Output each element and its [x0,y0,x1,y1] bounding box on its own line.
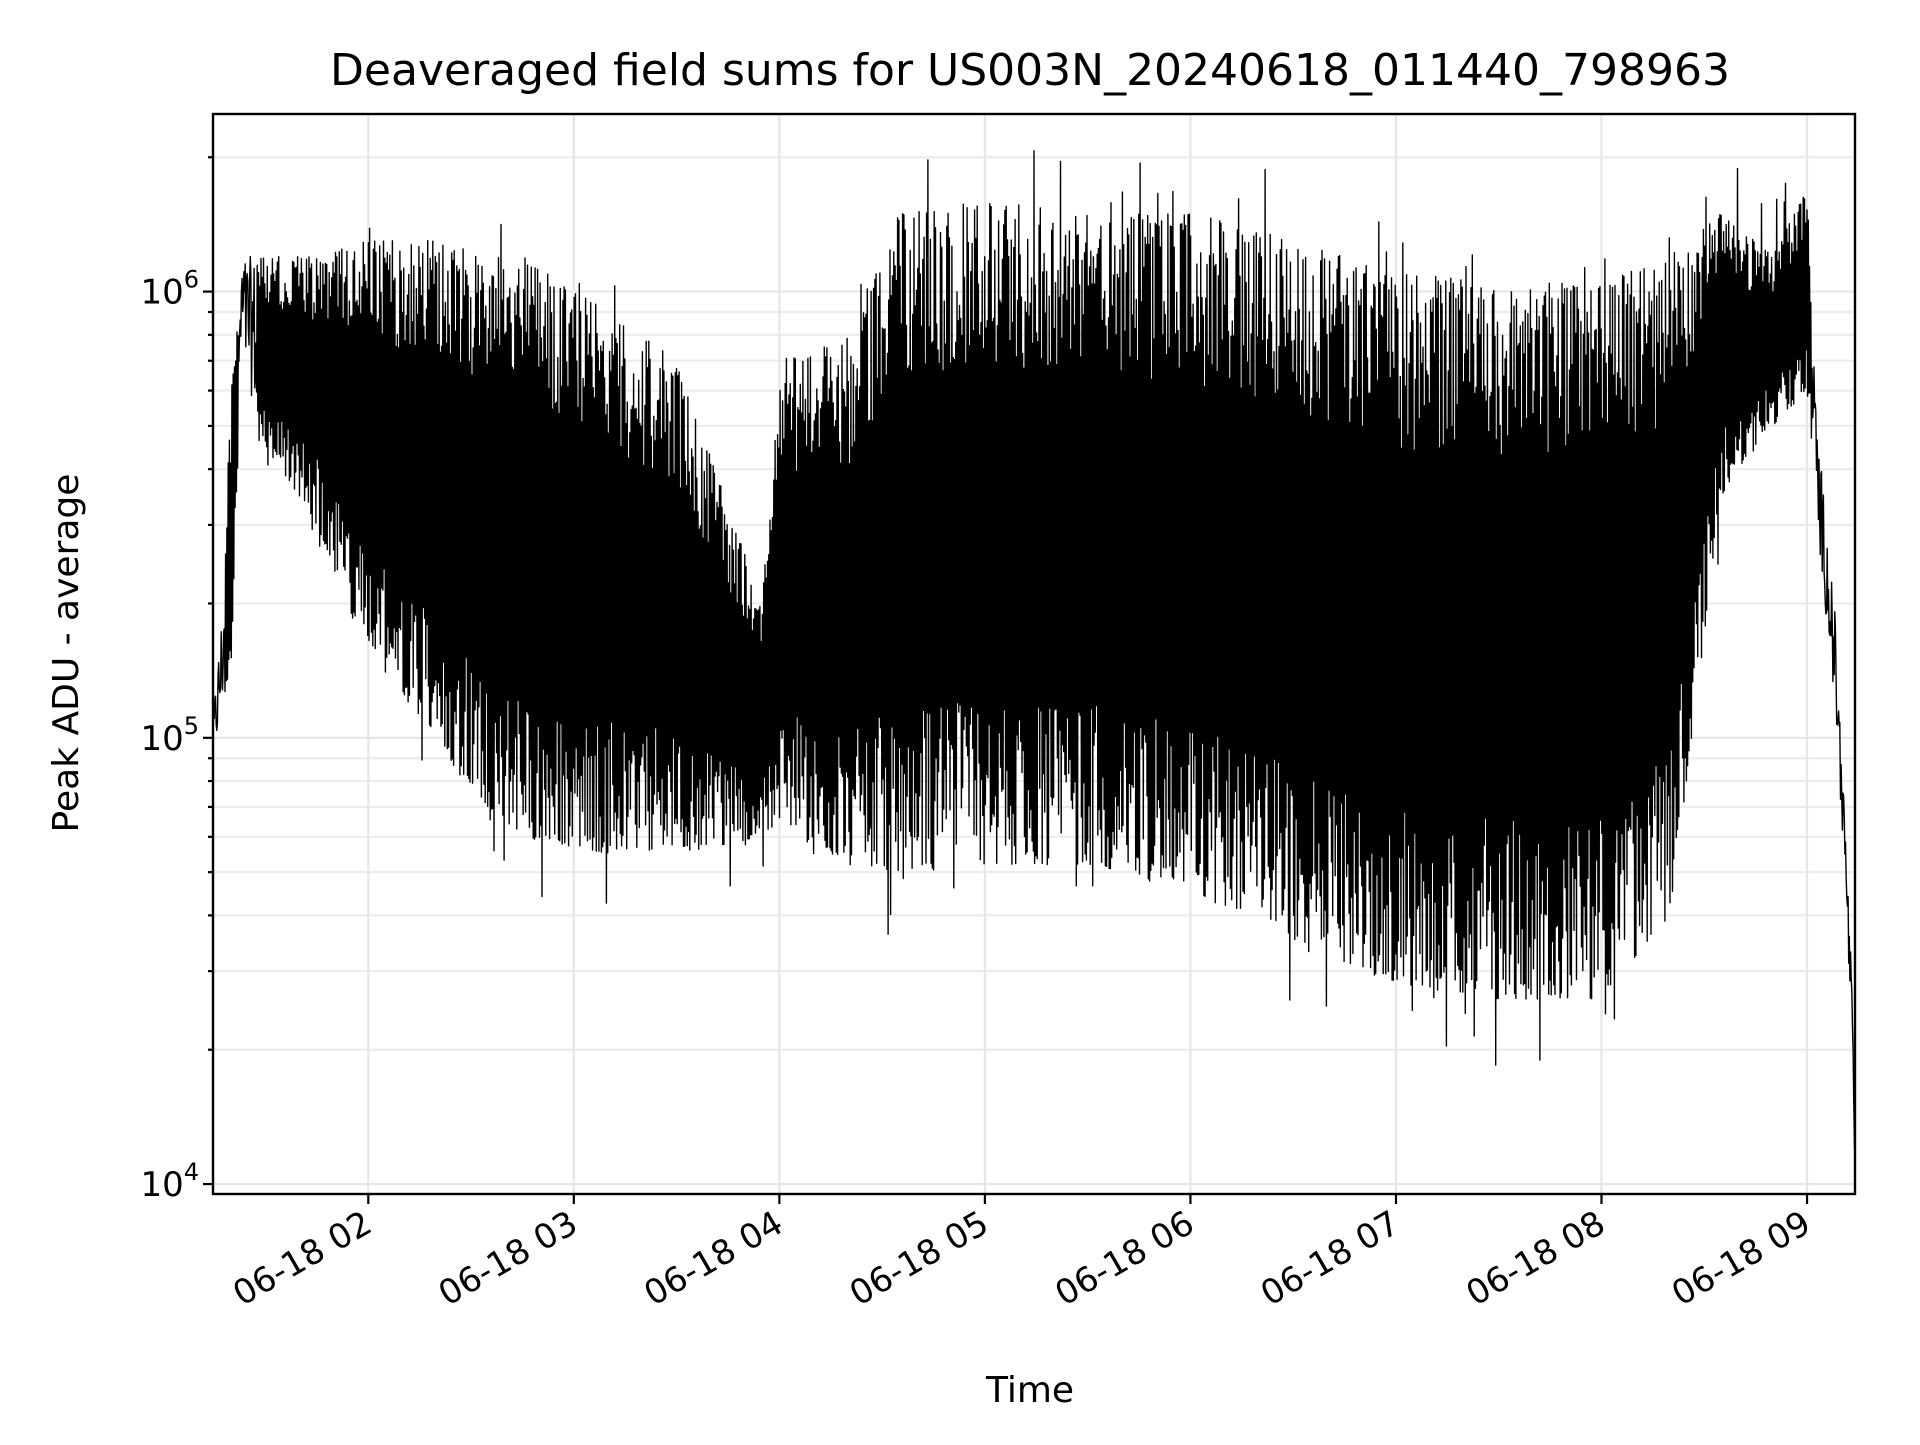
series-line [213,150,1855,1161]
y-tick-exponent: 4 [184,1158,199,1186]
x-axis-label: Time [985,1370,1074,1411]
y-tick-base: 10 [140,719,183,759]
y-axis-label: Peak ADU - average [46,474,87,833]
chart-title: Deaveraged field sums for US003N_2024061… [330,45,1730,96]
y-tick-exponent: 5 [184,712,199,740]
y-tick-label: 104 [140,1158,199,1205]
data-layer [213,150,1855,1161]
plot-frame [211,112,1857,1196]
y-tick-base: 10 [140,273,183,313]
y-tick-exponent: 6 [184,266,199,294]
y-tick-label: 106 [140,266,199,313]
y-tick-label: 105 [140,712,199,759]
y-tick-base: 10 [140,1165,183,1205]
